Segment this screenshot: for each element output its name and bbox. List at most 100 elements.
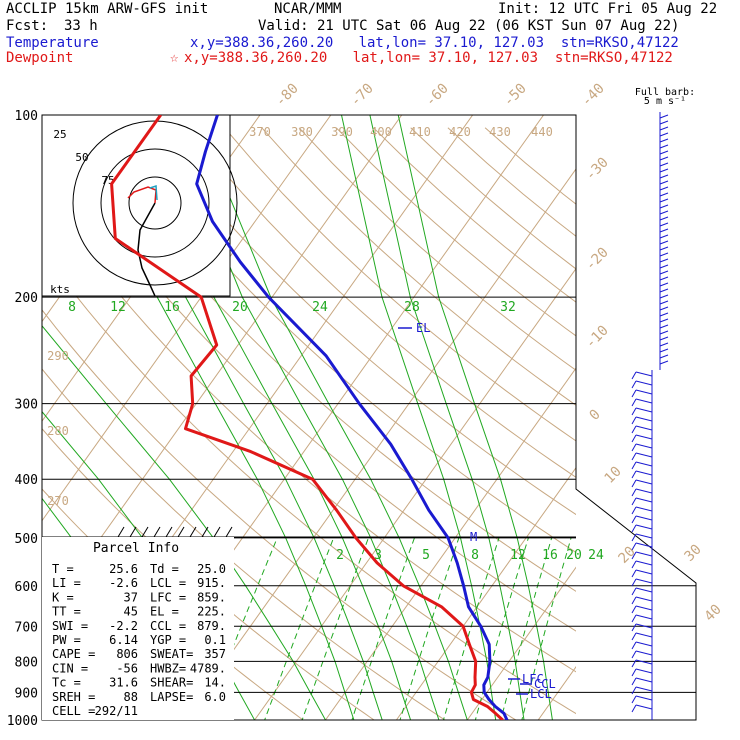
- barb-shaft: [635, 551, 653, 557]
- barb-flag: [659, 138, 669, 143]
- temperature-point: [503, 712, 505, 715]
- dewpoint-point: [472, 698, 475, 701]
- barb-flag: [659, 360, 669, 365]
- speed-scale-label: 20: [232, 300, 248, 315]
- isotherm-line: [254, 267, 576, 720]
- temperature-point: [358, 402, 361, 405]
- barb-shaft: [635, 524, 653, 530]
- barb-flag: [659, 174, 669, 179]
- barb-flag: [659, 276, 669, 281]
- temperature-point: [489, 660, 491, 663]
- barb-legend-unit: 5 m s⁻¹: [644, 96, 686, 107]
- barb-tick: [631, 434, 637, 443]
- temperature-point: [411, 478, 413, 481]
- barb-flag: [659, 324, 669, 329]
- barb-flag: [659, 288, 669, 293]
- parcel-key: K =: [52, 590, 74, 604]
- dry-adiabat-line: [335, 127, 576, 337]
- mixing-ratio-label: 12: [510, 548, 526, 563]
- dewpoint-point: [184, 427, 187, 430]
- parcel-value: 357: [204, 647, 226, 661]
- mixing-ratio-label: 2: [336, 548, 344, 563]
- barb-shaft: [635, 407, 653, 413]
- barb-tick: [631, 659, 637, 668]
- barb-tick: [631, 587, 637, 596]
- barb-tick: [631, 578, 637, 587]
- temperature-point: [494, 705, 497, 708]
- fcst-value: 33 h: [64, 18, 98, 34]
- dry-adiabat-line: [261, 127, 576, 406]
- isotherm-label: -70: [348, 81, 377, 110]
- barb-shaft: [635, 488, 653, 494]
- barb-tick: [631, 461, 637, 470]
- barb-tick: [631, 398, 637, 407]
- theta-label: 390: [331, 125, 353, 139]
- dewpoint-point: [200, 296, 202, 298]
- dewpoint-point: [191, 402, 194, 405]
- barb-flag: [659, 168, 669, 173]
- parcel-key: SWEAT=: [150, 647, 193, 661]
- barb-flag: [659, 264, 669, 269]
- temperature-point: [488, 698, 490, 701]
- dewpoint-point: [486, 705, 489, 708]
- parcel-key: Tc =: [52, 676, 81, 690]
- barb-flag: [659, 306, 669, 311]
- dry-adiabat-line: [224, 127, 576, 442]
- isotherm-line: [680, 115, 740, 720]
- dry-adiabat-line: [298, 127, 576, 371]
- isotherm-label: -80: [273, 81, 302, 110]
- barb-shaft: [635, 587, 653, 593]
- level-label-lfc: LFC: [522, 672, 544, 686]
- temperature-point: [487, 676, 489, 679]
- isotherm-label: -50: [501, 81, 530, 110]
- temperature-point: [506, 719, 508, 720]
- barb-tick: [631, 524, 637, 533]
- hatch-mark: [201, 526, 209, 538]
- barb-tick: [631, 569, 637, 578]
- temperature-legend: Temperature: [6, 35, 99, 51]
- barb-tick: [631, 614, 637, 623]
- barb-tick: [631, 443, 637, 452]
- dewpoint-point: [468, 643, 471, 646]
- temperature-point: [483, 684, 485, 686]
- barb-flag: [659, 222, 669, 227]
- moist-adiabat-line: [195, 115, 468, 720]
- barb-shaft: [635, 614, 653, 620]
- barb-tick: [631, 515, 637, 524]
- speed-scale-label: 8: [68, 300, 76, 315]
- parcel-key: YGP =: [150, 633, 186, 647]
- dry-adiabat-line: [42, 191, 576, 673]
- dewpoint-point: [355, 537, 357, 539]
- parcel-value: 225.: [197, 605, 226, 619]
- dry-adiabat-line: [42, 309, 517, 720]
- parcel-value: -56: [116, 661, 138, 675]
- dewpoint-point: [376, 562, 378, 564]
- pressure-tick-label: 100: [15, 109, 38, 124]
- pressure-tick-label: 900: [15, 686, 38, 701]
- hodograph-speed-label: kts: [50, 283, 70, 296]
- barb-flag: [659, 228, 669, 233]
- barb-tick: [631, 389, 637, 398]
- barb-shaft: [635, 569, 653, 575]
- hodograph-ring-label: 25: [53, 128, 66, 141]
- temperature-point: [267, 296, 270, 298]
- barb-flag: [659, 312, 669, 317]
- dry-adiabat-line: [42, 132, 576, 632]
- parcel-key: CCL =: [150, 619, 186, 633]
- mixing-ratio-line: [471, 527, 533, 720]
- barb-flag: [659, 204, 669, 209]
- hatch-mark: [129, 526, 137, 538]
- mixing-ratio-label: 24: [588, 548, 604, 563]
- parcel-key: LFC =: [150, 590, 186, 604]
- hodograph-trace: [137, 202, 156, 297]
- parcel-value: 859.: [197, 590, 226, 604]
- temperature-point: [467, 606, 470, 608]
- barb-shaft: [635, 686, 653, 692]
- barb-flag: [659, 132, 669, 137]
- parcel-key: LCL =: [150, 576, 186, 590]
- parcel-value: 37: [124, 590, 138, 604]
- theta-label: 420: [449, 125, 471, 139]
- speed-scale-label: 32: [500, 300, 516, 315]
- org-label: NCAR/MMM: [274, 1, 342, 17]
